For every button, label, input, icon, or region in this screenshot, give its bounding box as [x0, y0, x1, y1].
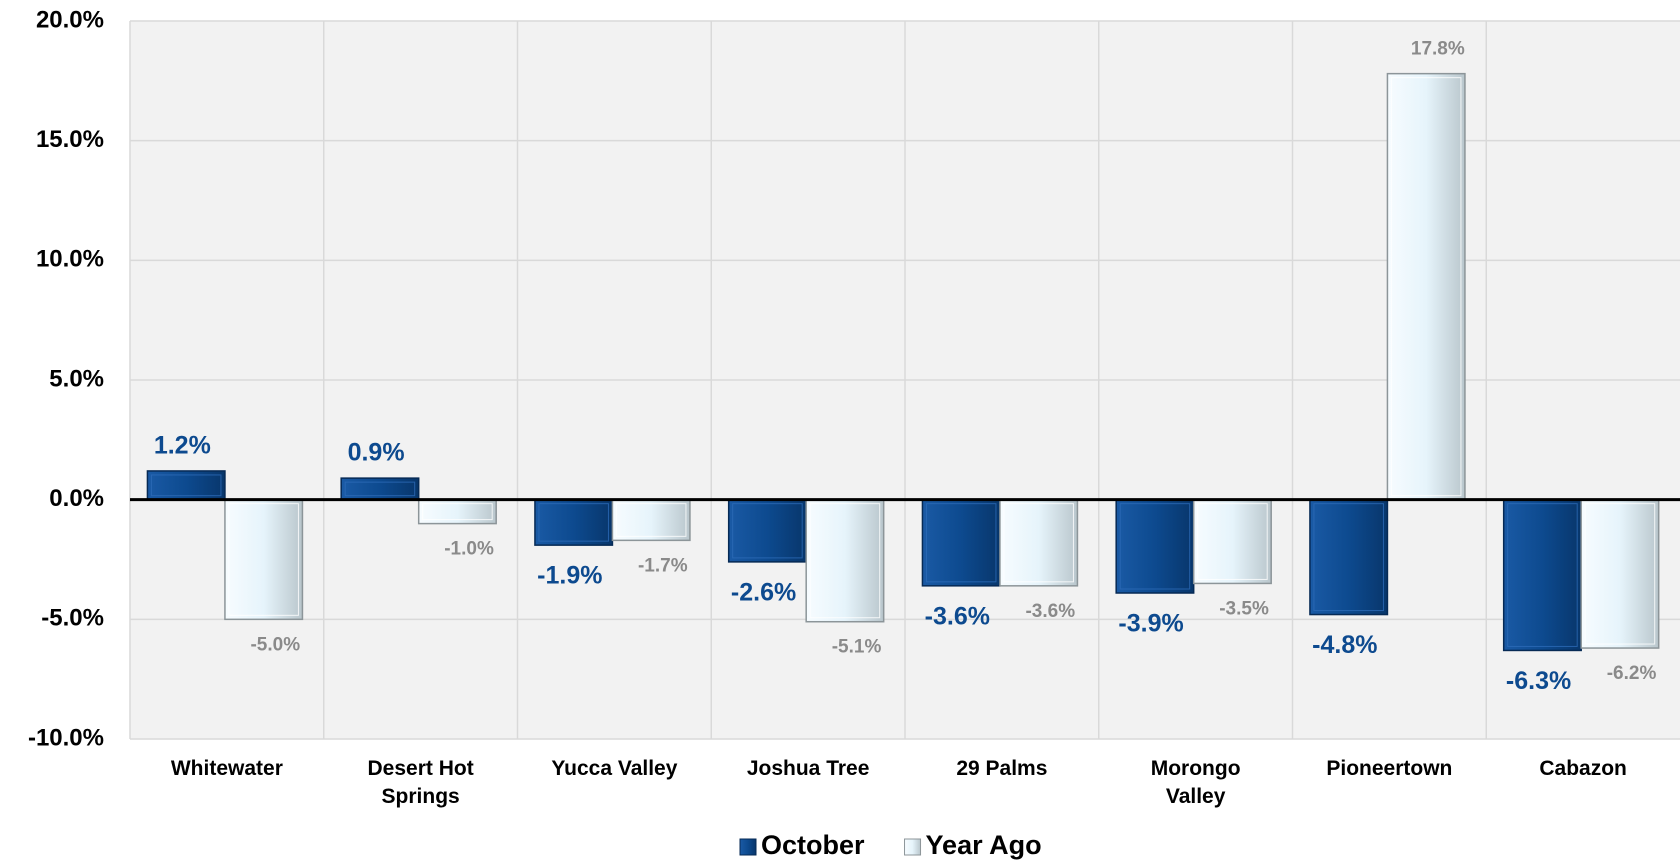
y-tick-label: 15.0% — [36, 126, 104, 153]
bar-bevel — [228, 503, 299, 616]
data-label: 17.8% — [1411, 39, 1465, 60]
y-tick-label: 5.0% — [49, 365, 104, 392]
data-label: -1.0% — [444, 539, 494, 560]
bar-bevel — [809, 503, 881, 619]
data-label: -5.0% — [250, 634, 300, 655]
bar-bevel — [344, 481, 416, 497]
bar — [1115, 498, 1195, 594]
legend-label: Year Ago — [926, 830, 1042, 860]
bar-bevel — [538, 503, 609, 542]
bar — [727, 498, 807, 563]
bar-bevel — [150, 474, 222, 497]
y-tick-label: 10.0% — [36, 246, 104, 273]
data-label: -3.6% — [925, 602, 990, 630]
bar-bevel — [1507, 503, 1578, 647]
data-label: -1.7% — [638, 555, 688, 576]
y-tick-label: -5.0% — [41, 605, 104, 632]
x-tick-label: Morongo Valley — [1150, 757, 1241, 808]
legend-swatch — [904, 838, 922, 856]
bar — [1580, 498, 1660, 649]
bar — [534, 498, 614, 546]
data-label: 0.9% — [348, 439, 405, 467]
bar — [1386, 72, 1466, 501]
x-tick-label: Pioneertown — [1326, 757, 1453, 780]
data-label: -6.3% — [1506, 667, 1571, 695]
bar — [340, 477, 420, 501]
bar-bevel — [925, 503, 997, 583]
x-tick-label: Whitewater — [170, 757, 283, 780]
data-label: -3.9% — [1118, 610, 1183, 638]
x-tick-label: Yucca Valley — [551, 757, 678, 780]
bar-bevel — [1313, 503, 1384, 612]
data-label: -5.1% — [832, 637, 882, 658]
bar — [1192, 498, 1272, 585]
x-tick-label: Cabazon — [1539, 757, 1627, 780]
y-tick-label: 20.0% — [36, 6, 104, 33]
x-tick-label: Desert Hot Springs — [367, 757, 474, 808]
bar — [805, 498, 885, 623]
data-label: -6.2% — [1607, 663, 1657, 684]
bar-bevel — [1584, 503, 1656, 645]
bar-bevel — [422, 503, 493, 521]
bar-bevel — [1003, 503, 1074, 583]
x-tick-label: 29 Palms — [956, 757, 1048, 780]
bar-bevel — [1390, 77, 1462, 497]
data-label: -2.6% — [731, 579, 796, 607]
data-label: -3.5% — [1219, 598, 1269, 619]
bar — [999, 498, 1079, 587]
data-label: -1.9% — [537, 562, 602, 590]
bar — [1309, 498, 1389, 616]
bar — [224, 498, 304, 621]
data-label: -4.8% — [1312, 631, 1377, 659]
bar — [146, 470, 226, 501]
bar-bevel — [732, 503, 803, 559]
bar — [611, 498, 691, 542]
bar-bevel — [615, 503, 687, 537]
legend-label: October — [761, 830, 865, 860]
x-tick-label: Joshua Tree — [746, 757, 870, 780]
bar-bevel — [1197, 503, 1268, 580]
y-tick-label: 0.0% — [49, 485, 104, 512]
data-label: -3.6% — [1025, 601, 1075, 622]
legend-swatch — [739, 838, 757, 856]
bar — [1502, 498, 1582, 652]
data-label: 1.2% — [154, 432, 211, 460]
bar-bevel — [1119, 503, 1191, 590]
bar — [921, 498, 1001, 587]
y-tick-label: -10.0% — [28, 724, 104, 751]
